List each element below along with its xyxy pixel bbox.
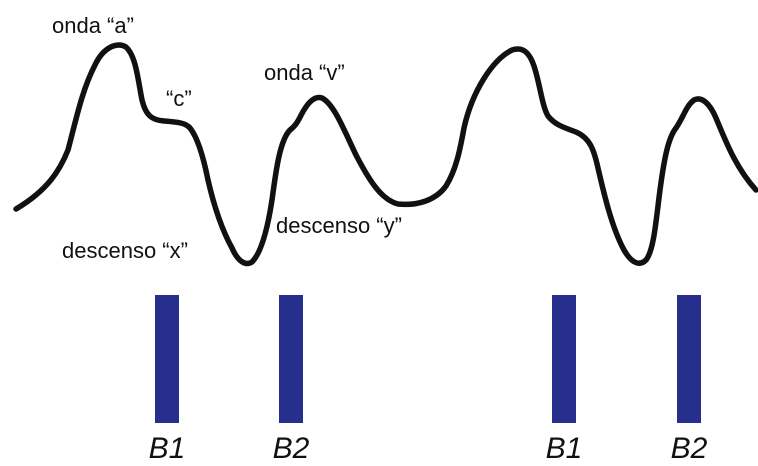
marker-label-b1-3: B1 xyxy=(546,432,583,465)
marker-bar-b2-4 xyxy=(677,295,701,423)
marker-label-b2-4: B2 xyxy=(671,432,708,465)
marker-bar-b2-2 xyxy=(279,295,303,423)
label-wave-a: onda “a” xyxy=(52,13,134,38)
label-wave-v: onda “v” xyxy=(264,60,345,85)
annotation-labels: onda “a” “c” onda “v” descenso “x” desce… xyxy=(52,13,402,263)
marker-label-b1-1: B1 xyxy=(149,432,186,465)
marker-bar-b1-1 xyxy=(155,295,179,423)
marker-bar-b1-3 xyxy=(552,295,576,423)
label-wave-c: “c” xyxy=(166,86,192,111)
label-descent-y: descenso “y” xyxy=(276,213,402,238)
label-descent-x: descenso “x” xyxy=(62,238,188,263)
marker-label-b2-2: B2 xyxy=(273,432,310,465)
heart-sound-markers: B1 B2 B1 B2 xyxy=(149,295,708,465)
venous-pressure-waveform xyxy=(13,42,758,267)
